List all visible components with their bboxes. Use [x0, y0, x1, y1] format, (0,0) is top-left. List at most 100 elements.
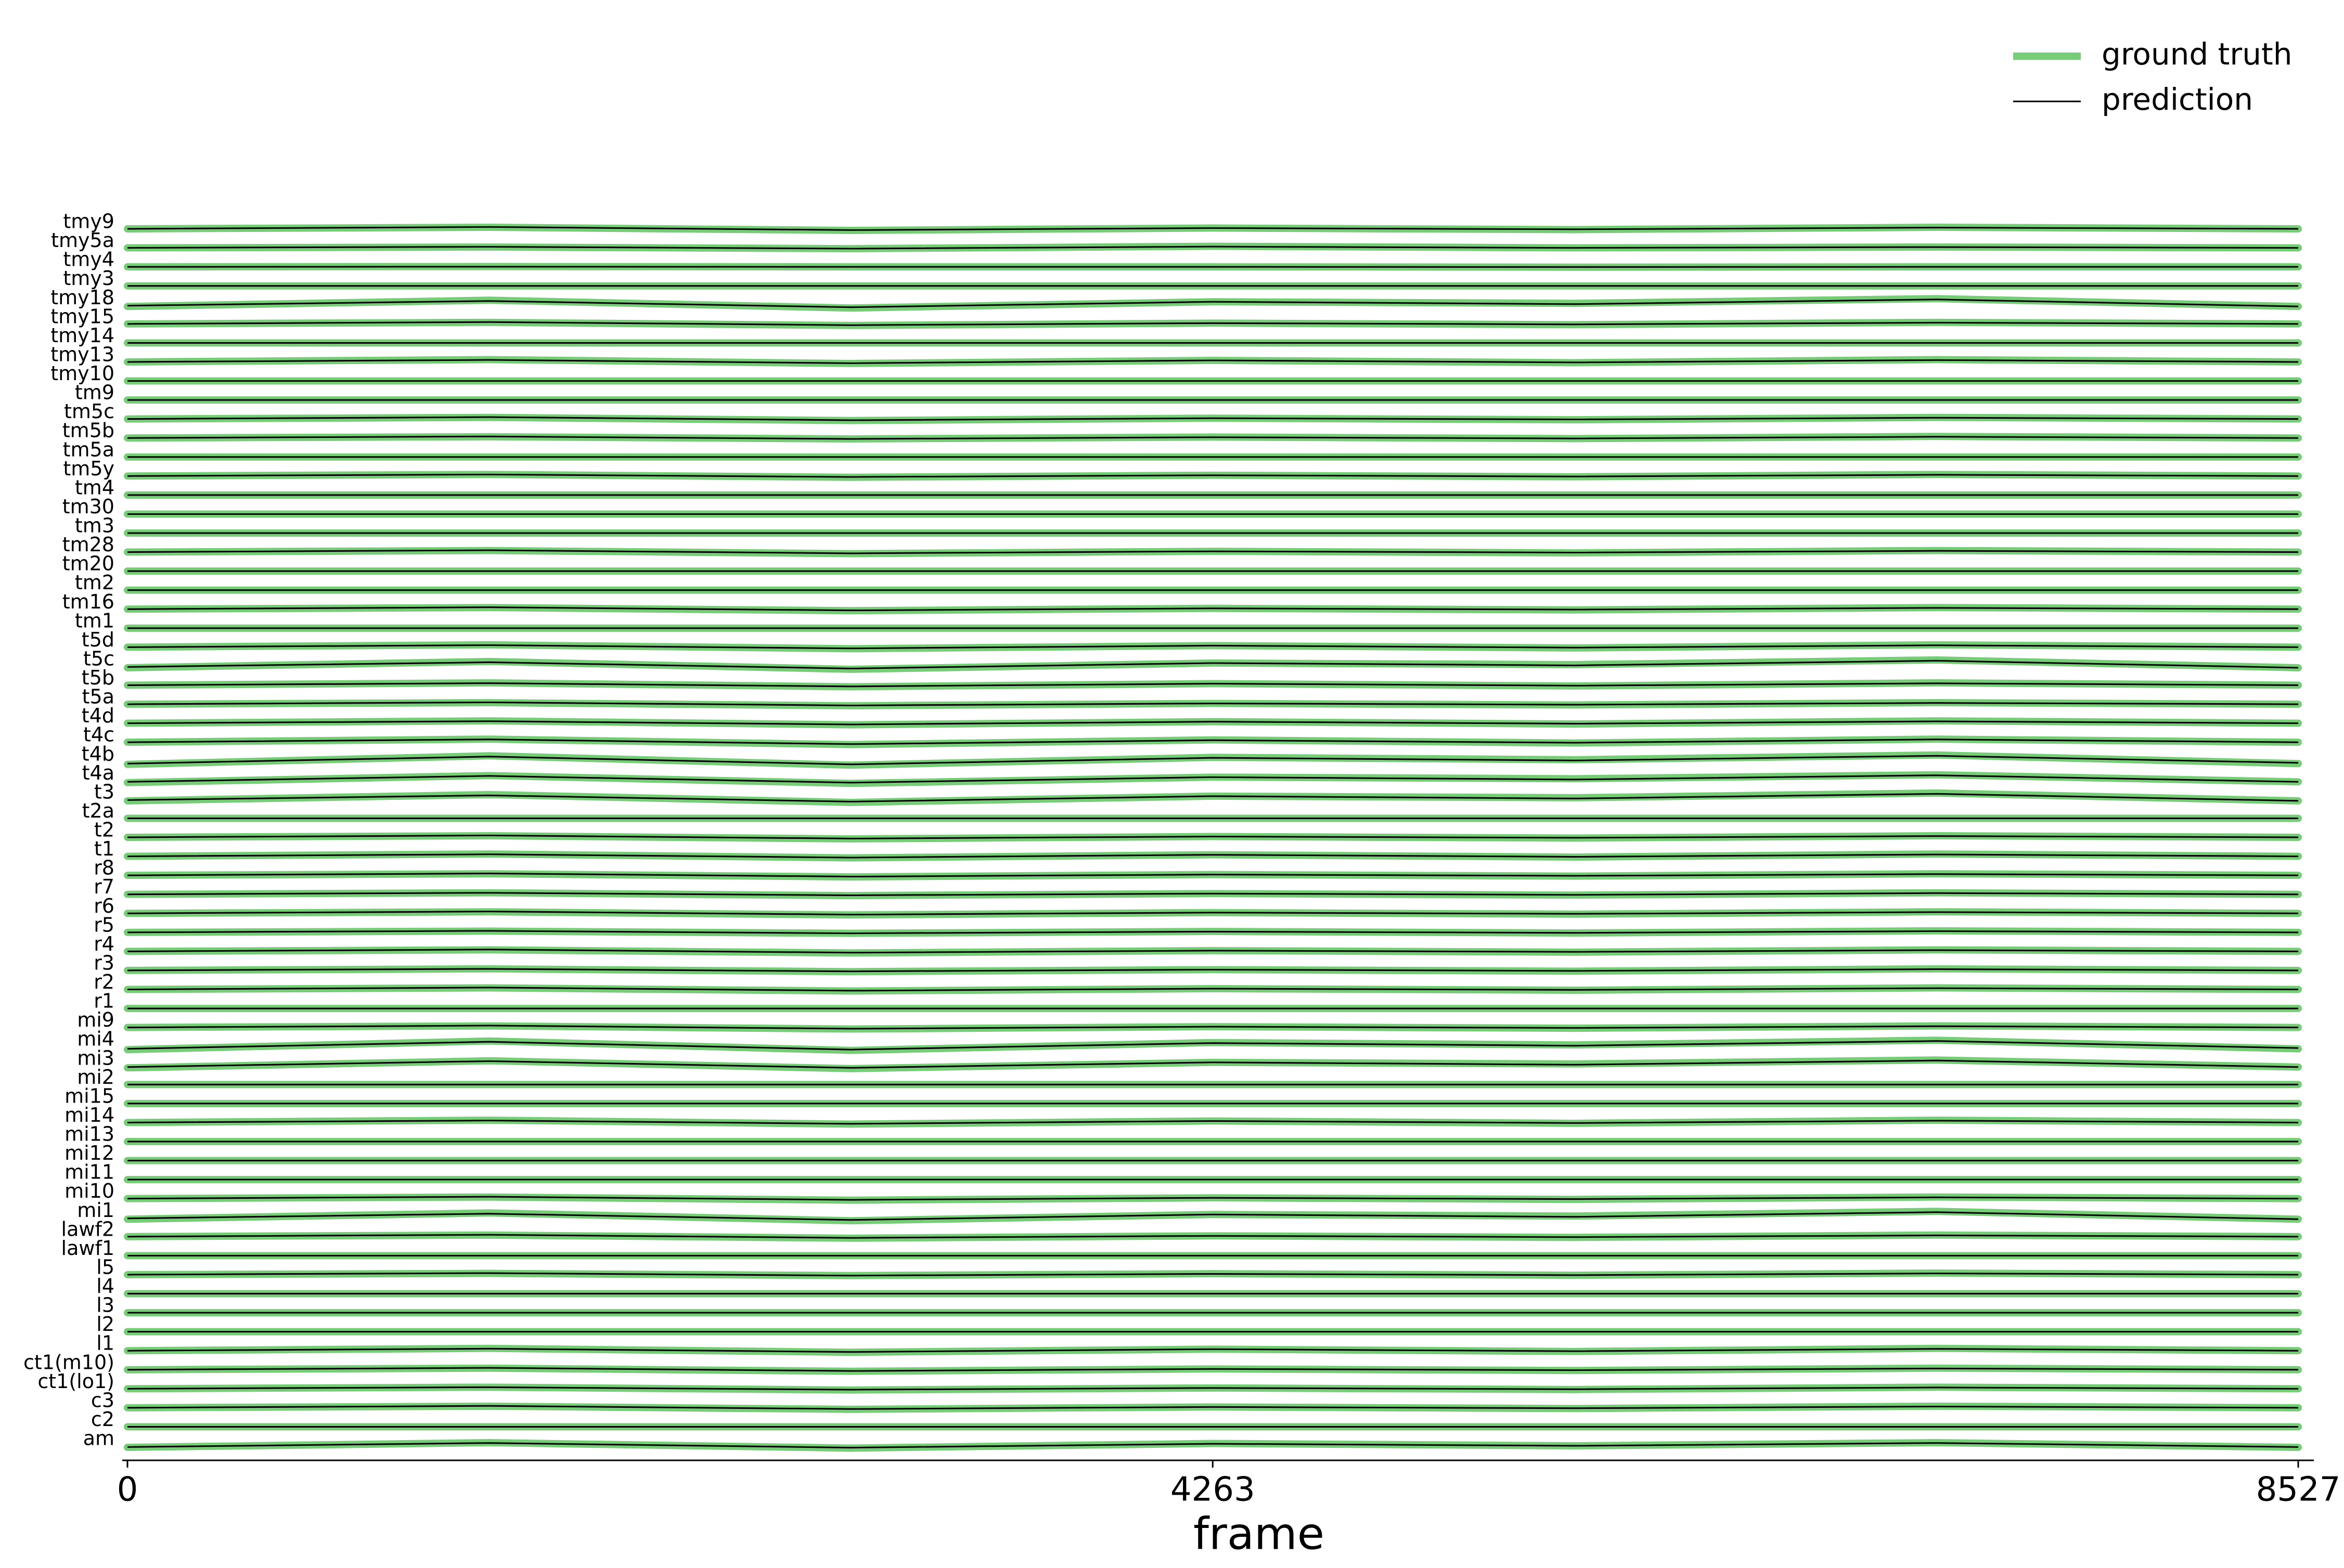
row-label: tm5c — [64, 400, 114, 423]
row-label: l5 — [96, 1255, 114, 1278]
prediction-line — [127, 245, 2299, 250]
prediction-line — [127, 682, 2299, 688]
row-label: tm30 — [62, 495, 114, 518]
row-label: mi12 — [65, 1142, 114, 1164]
row-label: c2 — [91, 1408, 114, 1431]
row-label: r2 — [94, 970, 114, 993]
x-tick-label: 8527 — [2256, 1471, 2341, 1509]
row-label: tm5b — [62, 419, 114, 442]
row-label: tmy10 — [50, 362, 114, 385]
prediction-line — [127, 1347, 2299, 1353]
row-label: r1 — [94, 990, 114, 1013]
row-label: tm1 — [75, 609, 114, 632]
row-label: am — [83, 1427, 114, 1450]
row-label: l4 — [96, 1275, 114, 1298]
prediction-line — [127, 435, 2299, 440]
row-label: tm9 — [75, 381, 114, 404]
row-label: t4b — [82, 742, 114, 765]
row-label: mi2 — [77, 1066, 114, 1088]
row-label: t5c — [83, 647, 114, 670]
prediction-line — [127, 359, 2299, 364]
prediction-line — [127, 1211, 2299, 1221]
row-label: r8 — [94, 857, 114, 879]
prediction-line — [127, 793, 2299, 802]
row-label: tmy13 — [50, 343, 114, 366]
row-label: r5 — [94, 913, 114, 936]
prediction-line — [127, 930, 2299, 935]
row-label: tm4 — [75, 476, 114, 499]
prediction-line — [127, 1120, 2299, 1125]
prediction-line — [127, 949, 2299, 954]
row-label: t2 — [94, 819, 114, 841]
prediction-line — [127, 701, 2299, 706]
row-label: tm3 — [75, 514, 114, 537]
row-label: t1 — [94, 837, 114, 860]
row-label: mi9 — [77, 1008, 114, 1031]
prediction-line — [127, 1234, 2299, 1239]
x-tick-label: 4263 — [1170, 1471, 1255, 1509]
prediction-line — [127, 299, 2299, 308]
legend-label: ground truth — [2102, 36, 2293, 72]
prediction-line — [127, 834, 2299, 839]
prediction-line — [127, 892, 2299, 896]
row-label: tmy18 — [50, 286, 114, 309]
prediction-line — [127, 720, 2299, 725]
x-tick-label: 0 — [117, 1471, 138, 1509]
row-label: mi4 — [77, 1028, 114, 1051]
row-label: t4d — [82, 704, 114, 727]
prediction-line — [127, 606, 2299, 612]
row-label: tmy5a — [51, 229, 114, 252]
row-label: t5a — [82, 685, 114, 708]
row-label: tmy3 — [63, 267, 114, 290]
row-label: tm16 — [62, 590, 114, 613]
prediction-line — [127, 549, 2299, 554]
prediction-line — [127, 1040, 2299, 1051]
row-label: l1 — [96, 1332, 114, 1355]
row-label: l2 — [96, 1313, 114, 1336]
row-label: r4 — [94, 932, 114, 955]
row-label: r7 — [94, 875, 114, 898]
row-label: tm20 — [62, 552, 114, 575]
prediction-line — [127, 1025, 2299, 1030]
row-label: t2a — [82, 799, 114, 822]
row-label: l3 — [96, 1294, 114, 1317]
row-label: tmy4 — [63, 248, 114, 271]
row-label: mi14 — [65, 1104, 114, 1126]
prediction-line — [127, 1059, 2299, 1069]
row-label: t4a — [82, 761, 114, 784]
row-label: t3 — [94, 780, 114, 803]
prediction-line — [127, 659, 2299, 669]
prediction-line — [127, 644, 2299, 650]
prediction-line — [127, 968, 2299, 973]
row-label: tmy14 — [50, 324, 114, 347]
prediction-line — [127, 1405, 2299, 1410]
row-label: ct1(lo1) — [37, 1370, 114, 1393]
prediction-line — [127, 1386, 2299, 1391]
row-label: lawf1 — [61, 1237, 114, 1260]
prediction-line — [127, 1272, 2299, 1277]
prediction-line — [127, 738, 2299, 745]
row-label: mi10 — [65, 1180, 114, 1202]
row-label: mi3 — [77, 1046, 114, 1069]
row-label: lawf2 — [61, 1217, 114, 1240]
row-label: tm28 — [62, 533, 114, 556]
row-label: tmy15 — [50, 305, 114, 328]
row-label: t5b — [82, 666, 114, 689]
row-label: mi13 — [65, 1123, 114, 1146]
prediction-line — [127, 1367, 2299, 1372]
prediction-line — [127, 1196, 2299, 1201]
row-label: r3 — [94, 951, 114, 974]
x-axis-label: frame — [1193, 1508, 1324, 1560]
prediction-line — [127, 755, 2299, 766]
row-label: c3 — [91, 1389, 114, 1411]
row-label: ct1(m10) — [23, 1351, 114, 1373]
row-label: mi11 — [65, 1161, 114, 1184]
prediction-line — [127, 873, 2299, 878]
row-label: r6 — [94, 895, 114, 917]
row-label: tm2 — [75, 571, 114, 594]
row-label: tm5a — [63, 438, 114, 461]
prediction-line — [127, 473, 2299, 478]
prediction-line — [127, 853, 2299, 859]
